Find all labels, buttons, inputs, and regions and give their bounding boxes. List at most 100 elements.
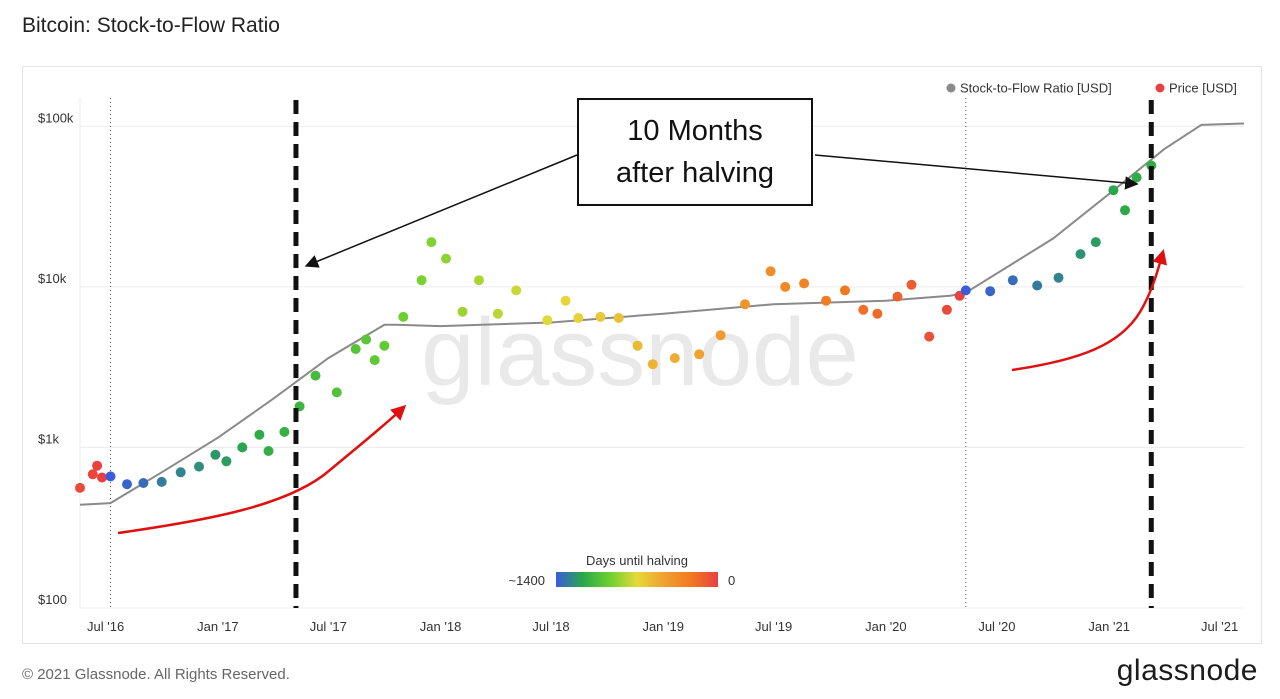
price-point xyxy=(416,275,427,286)
price-point xyxy=(892,291,903,302)
price-point xyxy=(906,279,917,290)
price-point xyxy=(441,253,451,264)
price-point xyxy=(1053,272,1064,283)
price-point xyxy=(1120,205,1130,216)
price-point xyxy=(310,370,321,381)
price-point xyxy=(254,429,265,440)
annotation-line-2: after halving xyxy=(616,157,774,189)
price-point xyxy=(1075,249,1086,260)
price-point xyxy=(263,446,274,456)
price-point xyxy=(573,313,584,323)
price-point xyxy=(361,334,372,345)
price-point xyxy=(75,482,85,493)
x-tick-label: Jan '21 xyxy=(1088,619,1130,634)
colorbar-title: Days until halving xyxy=(586,553,688,568)
price-point xyxy=(1090,237,1101,248)
price-point xyxy=(138,478,149,488)
y-tick-label: $100 xyxy=(38,592,67,607)
price-point xyxy=(457,306,468,317)
price-point xyxy=(194,461,204,472)
price-point xyxy=(331,387,342,398)
price-point xyxy=(511,285,522,296)
price-point xyxy=(379,340,390,351)
footer-logo: glassnode xyxy=(1116,654,1258,687)
trend-arrow-2021 xyxy=(1011,249,1168,372)
price-point xyxy=(1007,275,1018,286)
colorbar-left-label: ~1400 xyxy=(508,573,545,588)
price-series xyxy=(75,160,1157,493)
price-point xyxy=(941,304,952,315)
x-tick-label: Jan '20 xyxy=(865,619,907,634)
price-point xyxy=(858,304,869,315)
price-point xyxy=(799,278,810,289)
price-point xyxy=(924,331,935,342)
ten-month-lines xyxy=(293,100,1154,608)
annotation-line-1: 10 Months xyxy=(627,114,763,147)
price-point xyxy=(279,426,290,437)
x-tick-label: Jan '18 xyxy=(420,619,462,634)
colorbar: Days until halving ~1400 0 xyxy=(508,553,735,588)
price-point xyxy=(1032,280,1043,291)
x-tick-label: Jul '19 xyxy=(755,619,792,634)
chart-panel xyxy=(22,66,1262,644)
price-point xyxy=(1131,172,1142,183)
price-point xyxy=(221,456,232,467)
price-point xyxy=(694,349,705,360)
price-point xyxy=(210,449,221,460)
price-point xyxy=(715,330,726,341)
price-point xyxy=(740,299,750,310)
price-point xyxy=(97,472,107,483)
colorbar-gradient xyxy=(556,572,718,587)
price-point xyxy=(426,237,437,248)
price-point xyxy=(840,285,850,296)
price-point xyxy=(87,469,98,480)
page-title: Bitcoin: Stock-to-Flow Ratio xyxy=(22,14,280,37)
x-tick-label: Jul '21 xyxy=(1201,619,1238,634)
price-point xyxy=(780,281,791,292)
price-point xyxy=(647,359,658,370)
legend-s2f-label: Stock-to-Flow Ratio [USD] xyxy=(960,81,1112,96)
legend-price-label: Price [USD] xyxy=(1169,81,1237,96)
annotation-arrow-left xyxy=(304,154,578,268)
price-point xyxy=(156,476,167,487)
annotation-box: 10 Months after halving xyxy=(577,98,813,206)
price-point xyxy=(175,467,186,478)
footer-copyright: © 2021 Glassnode. All Rights Reserved. xyxy=(22,666,290,683)
price-point xyxy=(92,460,103,471)
price-point xyxy=(613,313,624,323)
price-point xyxy=(492,308,503,319)
legend-s2f-marker xyxy=(946,83,956,93)
price-point xyxy=(474,275,484,286)
price-point xyxy=(542,315,553,326)
price-point xyxy=(398,311,409,322)
y-tick-label: $10k xyxy=(38,271,67,286)
x-tick-label: Jul '18 xyxy=(532,619,569,634)
halving-lines xyxy=(110,98,967,608)
price-point xyxy=(1108,185,1119,196)
legend-price-marker xyxy=(1155,83,1165,93)
price-point xyxy=(872,308,883,319)
y-tick-label: $1k xyxy=(38,431,59,446)
legend: Stock-to-Flow Ratio [USD] Price [USD] xyxy=(946,81,1237,96)
price-point xyxy=(632,340,643,351)
s2f-series xyxy=(79,122,1245,506)
price-point xyxy=(985,286,996,297)
price-point xyxy=(350,344,361,354)
price-point xyxy=(669,353,680,364)
x-tick-label: Jul '16 xyxy=(87,619,124,634)
x-tick-label: Jan '17 xyxy=(197,619,239,634)
x-tick-label: Jan '19 xyxy=(642,619,684,634)
price-point xyxy=(765,266,776,277)
colorbar-right-label: 0 xyxy=(728,573,735,588)
price-point xyxy=(960,285,971,296)
price-point xyxy=(560,295,571,306)
price-point xyxy=(105,471,116,482)
x-tick-label: Jul '17 xyxy=(310,619,347,634)
x-tick-label: Jul '20 xyxy=(978,619,1015,634)
annotation-arrows xyxy=(117,154,1168,535)
price-point xyxy=(595,311,606,322)
trend-arrow-2017 xyxy=(117,404,407,535)
s2f-line xyxy=(79,122,1245,506)
price-point xyxy=(369,355,380,366)
price-point xyxy=(821,295,832,306)
